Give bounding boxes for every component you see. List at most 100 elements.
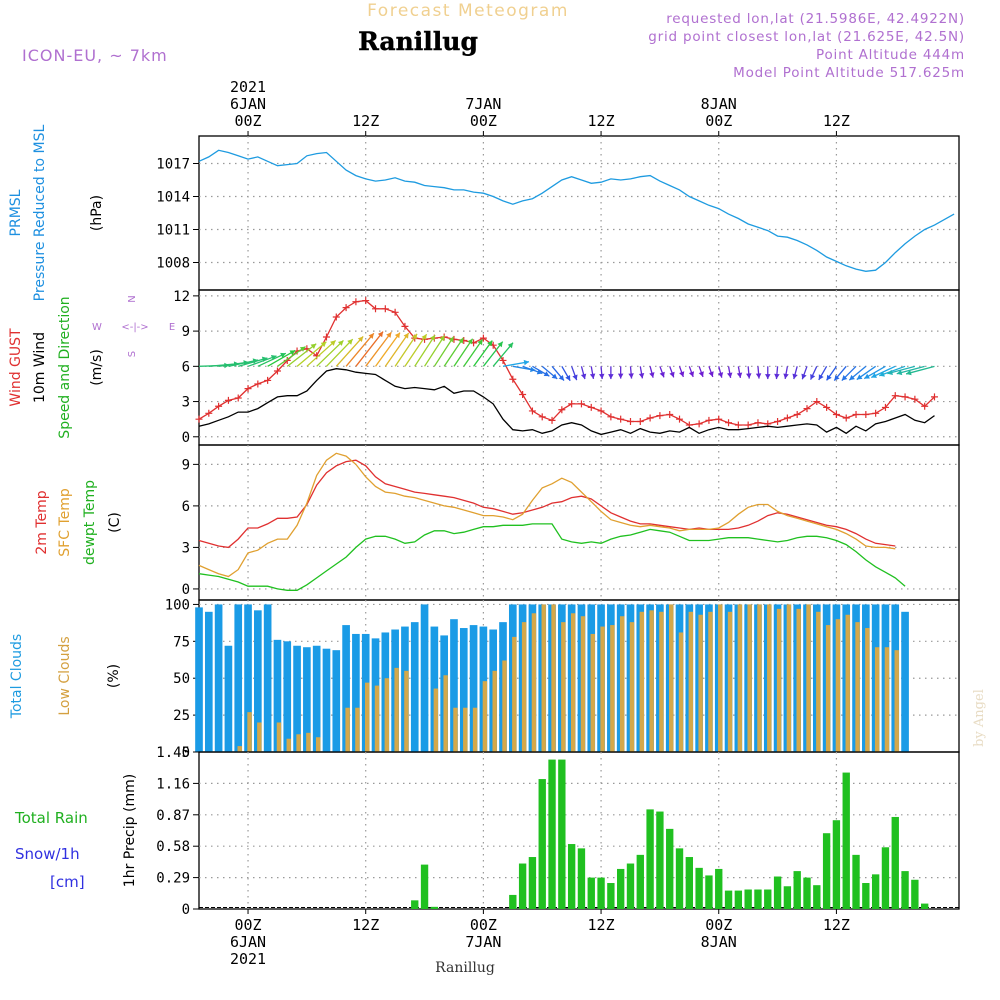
low-cloud-bar [551, 604, 556, 752]
wind-arrow [365, 331, 392, 367]
gust-marker [725, 419, 733, 427]
gust-marker [911, 395, 919, 403]
y-tick-label: 1014 [156, 190, 190, 206]
wind-arrow-head [448, 336, 454, 343]
precip-bar [509, 894, 517, 909]
low-cloud-bar [629, 622, 635, 752]
precip-bar [813, 885, 821, 909]
low-cloud-bar [237, 746, 242, 752]
precip-bar [852, 854, 860, 909]
gust-marker [656, 412, 664, 420]
low-cloud-bar [737, 604, 743, 752]
precip-bar [862, 883, 870, 909]
gridpoint-coords: grid point closest lon,lat (21.625E, 42.… [648, 29, 965, 45]
gust-marker [264, 376, 272, 384]
precip-bar [832, 820, 841, 909]
low-cloud-bar [786, 604, 792, 752]
wind-arrow [238, 357, 268, 367]
point-altitude: Point Altitude 444m [816, 47, 965, 63]
gust-marker [215, 402, 223, 410]
precip-bar [744, 889, 752, 909]
precip-bar [822, 833, 831, 909]
time-label-bottom: 12Z [588, 916, 615, 934]
wind-arrow-head [543, 371, 550, 377]
total-cloud-bar [195, 607, 203, 752]
wind-arrow-head [649, 372, 655, 378]
wind-arrow-head [487, 340, 493, 347]
wind-arrow-head [270, 355, 277, 361]
wind-arrow-head [589, 373, 596, 379]
wind-arrow-head [864, 373, 870, 379]
low-cloud-bar [767, 604, 772, 752]
y-tick-label: 0 [182, 745, 190, 761]
total-cloud-bar [410, 622, 419, 752]
low-cloud-bar [286, 738, 291, 752]
y-tick-label: 3 [182, 540, 190, 556]
gust-marker [872, 409, 880, 417]
compass-south: S [127, 351, 138, 357]
wind-arrow-head [608, 374, 614, 380]
gust-marker [528, 407, 536, 415]
low-cloud-bar [816, 611, 821, 752]
wind-arrow [316, 339, 344, 367]
gust-marker [921, 402, 929, 410]
axis-title-line: Wind GUST [8, 328, 24, 407]
wind-arrow-head [826, 374, 832, 381]
wind-arrow-head [357, 336, 364, 343]
y-tick-label: 6 [182, 499, 190, 515]
axis-title-line: Pressure Reduced to MSL [32, 124, 48, 301]
low-cloud-bar [443, 675, 448, 752]
panel-clouds: 0 25 50 75 100 Total Clouds Low Clouds (%) [9, 597, 960, 761]
compass-mid: <-|-> [121, 322, 148, 333]
wind-arrow-head [628, 373, 634, 379]
wind-arrow-head [679, 371, 685, 377]
precip-bar [636, 854, 644, 909]
total-cloud-bar [293, 645, 301, 752]
precip-bar [891, 816, 899, 909]
panel-temperature: 0 3 6 9 2m Temp SFC Temp dewpt Temp (C) [34, 444, 960, 601]
gust-marker [352, 298, 360, 306]
wind-arrow-head [347, 339, 353, 345]
precip-bar [911, 879, 919, 909]
y-tick-label: 75 [173, 634, 190, 650]
low-cloud-bar [619, 616, 625, 752]
total-cloud-bar [273, 639, 282, 752]
gust-marker [558, 406, 566, 414]
precip-bar [597, 877, 605, 909]
time-label-top: 12Z [588, 112, 615, 130]
y-tick-label: 3 [182, 395, 190, 411]
low-cloud-bar [590, 633, 595, 752]
time-label-bottom: 8JAN [701, 933, 737, 951]
precip-bar [420, 864, 429, 909]
axis-title-line: PRMSL [8, 189, 24, 236]
gust-marker [705, 416, 713, 424]
total-cloud-bar [469, 625, 478, 752]
y-tick-label: 0 [182, 582, 190, 598]
precip-bar [646, 809, 654, 909]
wind-arrow-head [801, 373, 807, 380]
gust-marker [901, 393, 909, 401]
chart-title: Ranillug [358, 27, 478, 56]
axis-title-line: 1hr Precip (mm) [122, 774, 138, 887]
axis-title-line: dewpt Temp [82, 480, 98, 565]
time-label-bottom: 7JAN [465, 933, 501, 951]
wind-arrow [384, 332, 410, 367]
y-tick-label: 1017 [156, 157, 190, 173]
low-cloud-bar [394, 667, 399, 752]
precip-bar [685, 857, 693, 909]
compass-east: E [169, 322, 175, 333]
wind-arrow-head [507, 342, 514, 349]
y-tick-label: 1008 [156, 256, 190, 272]
compass-north: N [127, 295, 138, 302]
gust-marker [636, 418, 644, 426]
gust-marker [332, 313, 340, 321]
low-cloud-bar [708, 611, 713, 752]
gust-marker [568, 400, 576, 408]
series-line-10m-wind [198, 368, 935, 436]
low-cloud-bar [355, 707, 360, 752]
wind-arrow [424, 335, 446, 367]
y-tick-label: 6 [182, 359, 190, 375]
gust-marker [695, 420, 703, 428]
gust-marker [813, 398, 821, 406]
